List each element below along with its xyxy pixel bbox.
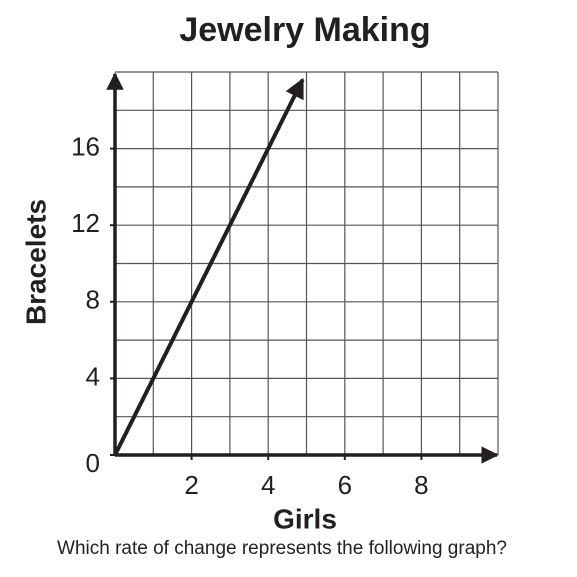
y-tick-label: 4 [86, 361, 100, 391]
x-tick-label: 6 [338, 470, 352, 500]
y-tick-label: 8 [86, 285, 100, 315]
grid [115, 71, 499, 455]
y-tick-label: 16 [71, 131, 100, 161]
question: Which rate of change represents the foll… [57, 538, 507, 559]
x-tick-label: 4 [261, 470, 275, 500]
y-tick-label: 12 [71, 208, 100, 238]
chart-title: Jewelry Making [179, 11, 430, 49]
x-tick-label: 2 [184, 470, 198, 500]
x-axis-label: Girls [273, 503, 337, 534]
data-line [113, 77, 305, 456]
x-tick-label: 8 [414, 470, 428, 500]
y-axis-label: Bracelets [20, 199, 51, 325]
y-tick-label: 0 [86, 448, 100, 478]
